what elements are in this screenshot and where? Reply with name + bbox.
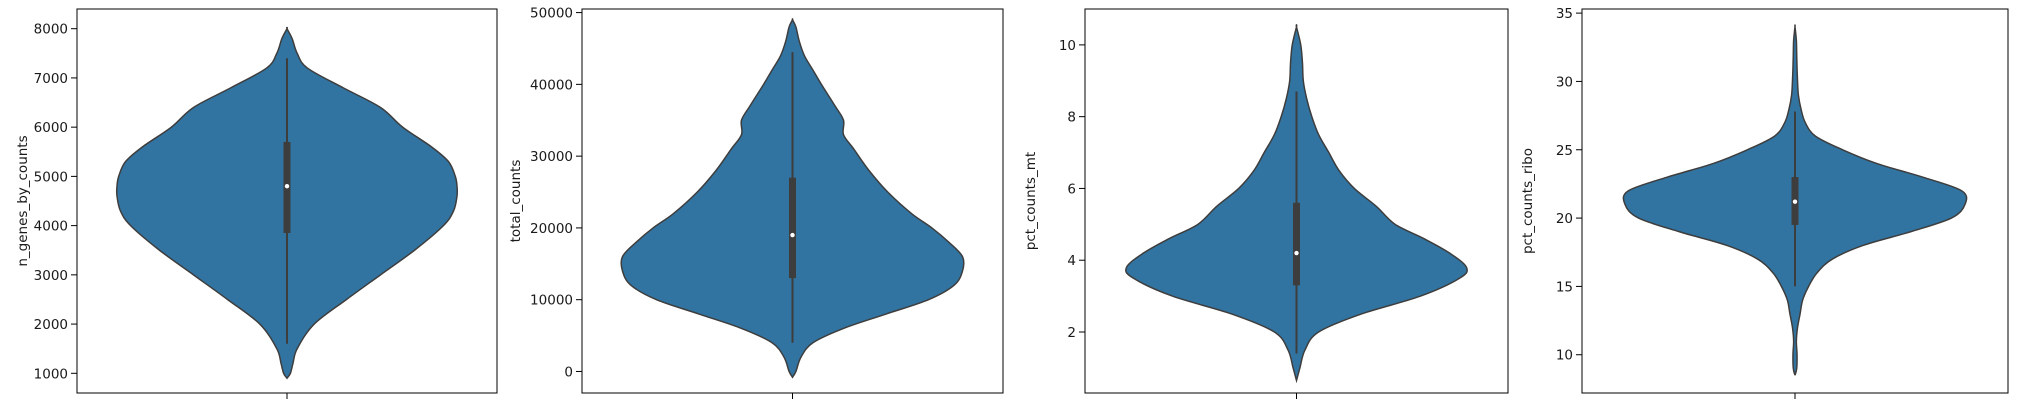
median-point bbox=[284, 184, 290, 189]
axes-frame bbox=[581, 8, 1004, 394]
median-point bbox=[790, 232, 795, 238]
axes-frame bbox=[76, 8, 498, 394]
y-axis-label: pct_counts_ribo bbox=[1520, 148, 1536, 254]
y-tick-label: 35 bbox=[1556, 6, 1573, 22]
y-tick-label: 6 bbox=[1067, 181, 1076, 197]
y-tick-label: 40000 bbox=[530, 77, 573, 93]
y-tick-label: 1000 bbox=[34, 366, 68, 382]
y-tick-label: 5000 bbox=[34, 169, 68, 185]
y-tick-label: 0 bbox=[564, 364, 573, 380]
y-tick-label: 50000 bbox=[530, 6, 573, 22]
y-tick-label: 8000 bbox=[34, 22, 68, 38]
y-tick-label: 30 bbox=[1556, 74, 1573, 90]
violin-panel-3: 2 4 6 8 10 pct_counts_mt bbox=[1023, 8, 1509, 399]
y-axis-label: total_counts bbox=[508, 160, 524, 243]
violin-panel-4: 10 15 20 25 30 35 pct_counts_ribo bbox=[1520, 6, 2009, 399]
axes-frame bbox=[1581, 8, 2009, 394]
y-tick-label: 8 bbox=[1067, 110, 1076, 126]
y-tick-label: 25 bbox=[1556, 143, 1573, 159]
y-tick-label: 4000 bbox=[34, 219, 68, 235]
median-point bbox=[1792, 199, 1798, 204]
violin-panel-2: 0 10000 20000 30000 40000 50000 total_counts bbox=[508, 6, 1004, 399]
y-tick-label: 20000 bbox=[530, 221, 573, 237]
y-axis-label: pct_counts_mt bbox=[1023, 152, 1039, 250]
y-tick-label: 3000 bbox=[34, 268, 68, 284]
iqr-box bbox=[789, 177, 796, 279]
y-tick-label: 10 bbox=[1059, 38, 1076, 54]
y-tick-label: 2 bbox=[1067, 325, 1076, 341]
y-tick-label: 10000 bbox=[530, 293, 573, 309]
violin-panel-1: 1000 2000 3000 4000 5000 6000 7000 8000 n_genes_… bbox=[15, 8, 498, 399]
axes-frame bbox=[1084, 8, 1509, 394]
y-tick-label: 7000 bbox=[34, 71, 68, 87]
y-tick-label: 6000 bbox=[34, 120, 68, 136]
y-axis-label: n_genes_by_counts bbox=[15, 135, 31, 266]
y-tick-label: 30000 bbox=[530, 149, 573, 165]
median-point bbox=[1294, 250, 1299, 256]
y-tick-label: 10 bbox=[1556, 348, 1573, 364]
y-tick-label: 20 bbox=[1556, 211, 1573, 227]
y-tick-label: 2000 bbox=[34, 317, 68, 333]
iqr-box bbox=[1293, 202, 1300, 286]
y-tick-label: 15 bbox=[1556, 279, 1573, 295]
y-tick-label: 4 bbox=[1067, 253, 1076, 269]
